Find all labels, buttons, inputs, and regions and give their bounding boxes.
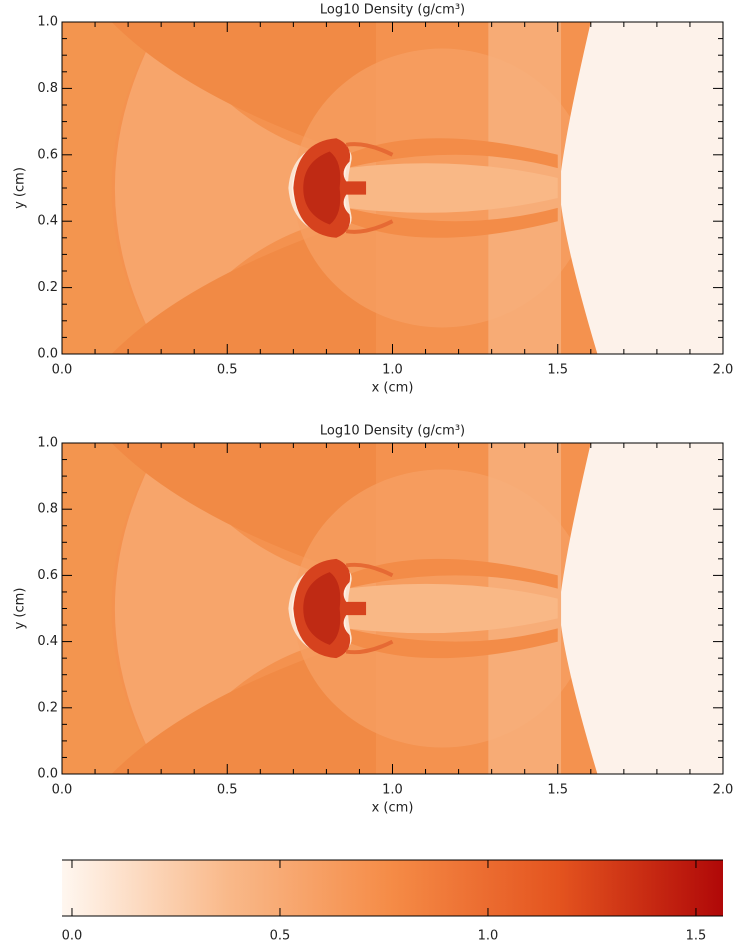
x-tick-label: 1.5: [547, 783, 568, 798]
y-tick-label: 0.6: [37, 568, 58, 583]
y-tick-label: 0.0: [37, 347, 58, 362]
y-tick-label: 0.8: [37, 81, 58, 96]
colorbar-tick-label: 0.0: [62, 929, 83, 944]
y-tick-label: 1.0: [37, 15, 58, 30]
x-tick-label: 1.5: [547, 363, 568, 378]
colorbar: [62, 860, 723, 916]
density-field: [62, 443, 723, 774]
colorbar-tick-label: 1.0: [478, 929, 499, 944]
colorbar-tick-label: 1.5: [686, 929, 707, 944]
y-tick-label: 1.0: [37, 436, 58, 451]
y-tick-label: 0.8: [37, 502, 58, 517]
x-tick-label: 2.0: [713, 363, 734, 378]
x-tick-label: 0.5: [217, 783, 238, 798]
y-tick-label: 0.2: [37, 700, 58, 715]
y-tick-label: 0.4: [37, 634, 58, 649]
colorbar-tick-label: 0.5: [270, 929, 291, 944]
y-tick-label: 0.0: [37, 767, 58, 782]
y-axis-label: y (cm): [13, 588, 28, 630]
x-tick-label: 0.0: [52, 363, 73, 378]
x-tick-label: 1.0: [382, 363, 403, 378]
x-tick-label: 0.0: [52, 783, 73, 798]
chart-title: Log10 Density (g/cm³): [320, 424, 465, 439]
x-tick-label: 0.5: [217, 363, 238, 378]
x-axis-label: x (cm): [372, 801, 414, 816]
y-tick-label: 0.4: [37, 214, 58, 229]
y-axis-label: y (cm): [13, 167, 28, 209]
y-tick-label: 0.6: [37, 147, 58, 162]
x-axis-label: x (cm): [372, 381, 414, 396]
chart-title: Log10 Density (g/cm³): [320, 3, 465, 18]
density-field: [62, 22, 723, 354]
x-tick-label: 2.0: [713, 783, 734, 798]
y-tick-label: 0.2: [37, 280, 58, 295]
x-tick-label: 1.0: [382, 783, 403, 798]
